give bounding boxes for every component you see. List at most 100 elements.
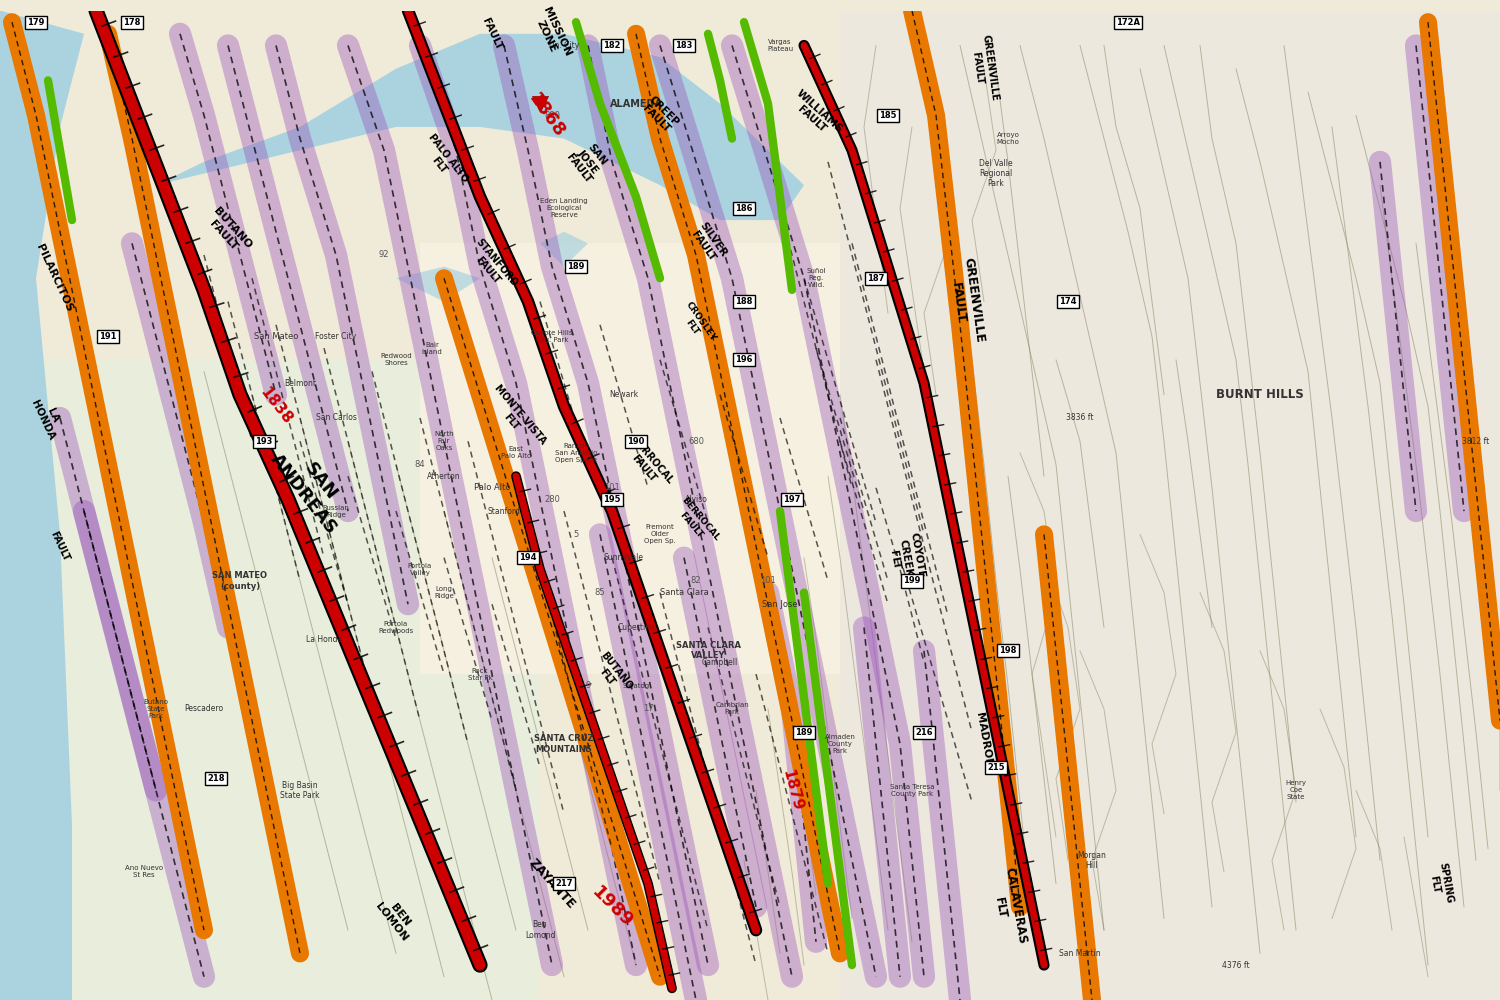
Text: 17: 17 [642, 704, 654, 713]
Text: Long
Ridge: Long Ridge [433, 586, 454, 599]
Text: Saratog: Saratog [622, 683, 650, 689]
Polygon shape [396, 267, 480, 302]
Text: Henry
Coe
State: Henry Coe State [1286, 780, 1306, 800]
Text: Butano
State
Park: Butano State Park [144, 699, 168, 719]
Text: 84: 84 [414, 460, 426, 469]
Text: BUTANO
FLT: BUTANO FLT [590, 650, 634, 698]
Text: 195: 195 [603, 495, 621, 504]
Text: 174: 174 [1059, 297, 1077, 306]
Text: 1838: 1838 [256, 385, 296, 428]
Text: BEN
LOMON: BEN LOMON [374, 894, 419, 943]
Text: 197: 197 [783, 495, 801, 504]
Text: 101: 101 [760, 576, 776, 585]
Text: STANFORD
FAULT: STANFORD FAULT [465, 237, 519, 296]
Text: East
Palo Alto: East Palo Alto [501, 446, 531, 459]
Text: Ben
Lomond: Ben Lomond [525, 920, 555, 940]
Text: 3812 ft: 3812 ft [1462, 437, 1490, 446]
Text: 85: 85 [594, 588, 606, 597]
Text: Big Basin
State Park: Big Basin State Park [280, 781, 320, 800]
Polygon shape [156, 34, 804, 220]
Text: Cupertino: Cupertino [616, 623, 656, 632]
Text: Russian
Ridge: Russian Ridge [322, 505, 350, 518]
Text: 185: 185 [879, 111, 897, 120]
Text: PALO ALTO
FLT: PALO ALTO FLT [417, 132, 471, 192]
Text: 189: 189 [795, 728, 813, 737]
Text: Stanford: Stanford [488, 507, 520, 516]
Text: Rancho
San Antonio
Open Space: Rancho San Antonio Open Space [555, 443, 597, 463]
Text: Bair
Island: Bair Island [422, 342, 442, 355]
Text: Santa Clara: Santa Clara [660, 588, 708, 597]
Text: 680: 680 [688, 437, 703, 446]
Text: 1989: 1989 [588, 883, 636, 931]
Text: PILARCITOS: PILARCITOS [34, 243, 74, 314]
Text: SAN
JOSE
FAULT: SAN JOSE FAULT [564, 138, 612, 186]
Text: Coyote Hills
Reg. Park: Coyote Hills Reg. Park [531, 330, 573, 343]
Text: 9: 9 [585, 681, 591, 690]
Text: 190: 190 [627, 437, 645, 446]
Text: Portola
Valley: Portola Valley [408, 563, 432, 576]
Text: Suñol
Reg.
Wild.: Suñol Reg. Wild. [806, 268, 826, 288]
Text: Foster City: Foster City [315, 332, 357, 341]
Text: SANTA CLARA
VALLEY: SANTA CLARA VALLEY [675, 641, 741, 660]
Text: Sunnyvale: Sunnyvale [604, 553, 644, 562]
Text: Santa Teresa
County Park: Santa Teresa County Park [890, 784, 934, 797]
Text: FAULT: FAULT [48, 529, 72, 563]
Text: Almaden
County
Park: Almaden County Park [825, 734, 855, 754]
Text: 178: 178 [123, 18, 141, 27]
Text: Ano Nuevo
St Res: Ano Nuevo St Res [124, 865, 164, 878]
Text: Alviso: Alviso [684, 495, 708, 504]
Text: FAULT: FAULT [480, 16, 504, 51]
Text: 172A: 172A [1116, 18, 1140, 27]
Text: MADRONE: MADRONE [974, 712, 994, 776]
Text: SPRING
FLT: SPRING FLT [1426, 861, 1454, 906]
Text: San Mateo: San Mateo [254, 332, 298, 341]
Text: Morgan
Hill: Morgan Hill [1077, 851, 1107, 870]
Text: 187: 187 [867, 274, 885, 283]
Polygon shape [840, 11, 1500, 1000]
Text: 218: 218 [207, 774, 225, 783]
Text: 198: 198 [999, 646, 1017, 655]
Text: Del Valle
Regional
Park: Del Valle Regional Park [980, 159, 1012, 188]
Text: 179: 179 [27, 18, 45, 27]
Text: Campbell: Campbell [702, 658, 738, 667]
Text: SANTA CRUZ
MOUNTAINS: SANTA CRUZ MOUNTAINS [534, 734, 594, 754]
Text: MONTE VISTA
FLT: MONTE VISTA FLT [484, 383, 548, 453]
Text: SAN MATEO
(county): SAN MATEO (county) [213, 571, 267, 591]
Text: MISSION
ZONE: MISSION ZONE [531, 5, 573, 62]
Text: 1868: 1868 [524, 90, 568, 141]
Text: 280: 280 [544, 495, 560, 504]
Text: Belmont: Belmont [284, 379, 316, 388]
Text: Arroyo
Mocho: Arroyo Mocho [996, 132, 1020, 145]
Text: SAN
ANDREAS: SAN ANDREAS [267, 438, 357, 538]
Polygon shape [0, 360, 540, 1000]
Text: ZAYANTE: ZAYANTE [526, 856, 578, 911]
Text: Fremont
Older
Open Sp.: Fremont Older Open Sp. [644, 524, 676, 544]
Text: BERROCAL
FAULT: BERROCAL FAULT [621, 435, 675, 494]
Text: Atherton: Atherton [427, 472, 460, 481]
Text: BUTANO
FAULT: BUTANO FAULT [202, 205, 254, 258]
Text: CROSLEY
FLT: CROSLEY FLT [675, 300, 717, 349]
Text: GREENVILLE
FAULT: GREENVILLE FAULT [969, 34, 999, 103]
Text: San Martin: San Martin [1059, 949, 1101, 958]
Text: 216: 216 [915, 728, 933, 737]
Text: ALAMEDA: ALAMEDA [609, 99, 663, 109]
Text: 3836 ft: 3836 ft [1066, 413, 1094, 422]
Text: San Jose: San Jose [762, 600, 798, 609]
Text: 182: 182 [603, 41, 621, 50]
Text: 189: 189 [567, 262, 585, 271]
Polygon shape [420, 243, 840, 674]
Text: BERROCAL
FAULT: BERROCAL FAULT [672, 496, 720, 550]
Text: 92: 92 [378, 250, 390, 259]
Text: LA
HONDA: LA HONDA [28, 394, 68, 442]
Text: San Carlos: San Carlos [315, 413, 357, 422]
Text: Pescadero: Pescadero [184, 704, 224, 713]
Text: Newark: Newark [609, 390, 639, 399]
Text: Portola
Redwoods: Portola Redwoods [378, 621, 414, 634]
Text: La Honda: La Honda [306, 635, 342, 644]
Text: COYOTE
CREEK
FLT: COYOTE CREEK FLT [885, 532, 927, 583]
Text: North
Fair
Oaks: North Fair Oaks [433, 431, 454, 451]
Text: 4376 ft: 4376 ft [1222, 961, 1250, 970]
Text: Eden Landing
Ecological
Reserve: Eden Landing Ecological Reserve [540, 198, 588, 218]
Text: SILVER
FAULT: SILVER FAULT [688, 221, 728, 266]
Text: Vargas
Plateau: Vargas Plateau [766, 39, 794, 52]
